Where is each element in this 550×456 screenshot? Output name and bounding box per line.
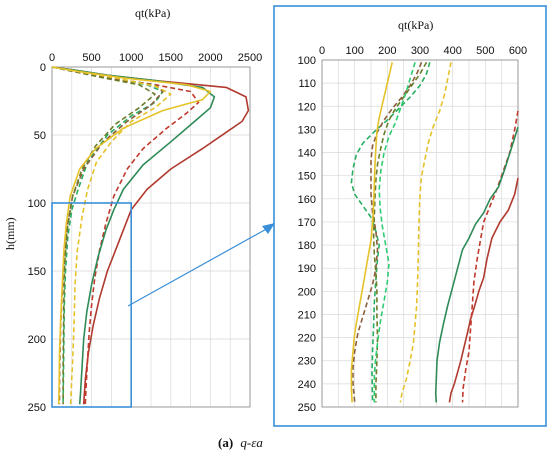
main-x-tick-label: 1500 bbox=[159, 52, 183, 64]
zoom-region-box bbox=[51, 202, 132, 408]
zoom-chart: 0 100 200 300 400 500 600 10011012013014015016… bbox=[273, 5, 547, 427]
main-x-axis-label: qt(kPa) bbox=[135, 6, 170, 20]
zoom-series-line-6 bbox=[372, 61, 428, 403]
main-x-tick-label: 2000 bbox=[198, 52, 222, 64]
zoom-x-tick-label: 200 bbox=[378, 45, 396, 57]
main-series-line-6 bbox=[51, 66, 156, 405]
zoom-plot-frame bbox=[321, 59, 519, 408]
figure-caption: (a) q-εa bbox=[218, 435, 263, 450]
zoom-y-tick-label: 180 bbox=[298, 240, 316, 252]
zoom-series bbox=[350, 61, 519, 403]
zoom-y-tick-label: 140 bbox=[298, 148, 316, 160]
zoom-y-tick-label: 130 bbox=[298, 124, 316, 136]
zoom-series-line-7 bbox=[350, 62, 393, 403]
main-y-tick-label: 200 bbox=[28, 334, 46, 346]
zoom-x-tick-label: 500 bbox=[476, 45, 494, 57]
zoom-y-tick-label: 240 bbox=[298, 379, 316, 391]
zoom-x-tick-label: 600 bbox=[509, 45, 527, 57]
zoom-x-axis-label: qt(kPa) bbox=[398, 18, 433, 32]
zoom-series-line-9 bbox=[373, 62, 416, 403]
zoom-x-tick-label: 300 bbox=[411, 45, 429, 57]
zoom-connector-arrowhead bbox=[262, 223, 275, 234]
main-series-line-7 bbox=[51, 66, 212, 405]
main-y-tick-labels: 0 50 100 150 200 250 bbox=[28, 62, 46, 414]
main-grid bbox=[51, 66, 251, 408]
main-x-tick-label: 0 bbox=[49, 52, 55, 64]
zoom-connector-line bbox=[127, 226, 271, 307]
main-y-tick-label: 250 bbox=[28, 402, 46, 414]
zoom-y-tick-label: 120 bbox=[298, 101, 316, 113]
caption-label: (a) bbox=[218, 435, 233, 450]
main-x-tick-label: 2500 bbox=[238, 52, 262, 64]
zoom-series-line-8 bbox=[399, 62, 452, 403]
zoom-y-tick-label: 100 bbox=[298, 55, 316, 67]
main-series-line-1 bbox=[51, 66, 250, 405]
zoom-y-tick-labels: 100 110 120 130 140 150 160 170 180 190 200 210 220 2… bbox=[298, 55, 316, 414]
zoom-x-tick-label: 0 bbox=[319, 45, 325, 57]
caption-text: q-εa bbox=[240, 435, 263, 450]
main-x-tick-label: 1000 bbox=[119, 52, 143, 64]
zoom-grid bbox=[321, 59, 519, 408]
zoom-panel-border bbox=[273, 5, 547, 427]
zoom-y-tick-label: 220 bbox=[298, 333, 316, 345]
main-y-tick-label: 100 bbox=[28, 198, 46, 210]
zoom-x-tick-label: 400 bbox=[443, 45, 461, 57]
zoom-series-line-3 bbox=[434, 126, 519, 403]
main-y-tick-label: 150 bbox=[28, 266, 46, 278]
zoom-series-line-4 bbox=[350, 62, 431, 403]
main-y-tick-label: 50 bbox=[34, 130, 46, 142]
zoom-y-tick-label: 160 bbox=[298, 194, 316, 206]
main-series-line-8 bbox=[51, 66, 172, 405]
zoom-y-tick-label: 110 bbox=[298, 78, 316, 90]
zoom-y-tick-label: 230 bbox=[298, 356, 316, 368]
main-series bbox=[51, 66, 250, 405]
zoom-x-tick-label: 100 bbox=[345, 45, 363, 57]
main-y-axis-label: h(mm) bbox=[3, 217, 17, 250]
zoom-y-tick-label: 190 bbox=[298, 263, 316, 275]
zoom-y-tick-label: 250 bbox=[298, 402, 316, 414]
zoom-y-tick-label: 150 bbox=[298, 171, 316, 183]
zoom-y-tick-label: 170 bbox=[298, 217, 316, 229]
zoom-y-tick-label: 210 bbox=[298, 309, 316, 321]
zoom-x-tick-labels: 0 100 200 300 400 500 600 bbox=[319, 45, 527, 57]
main-x-tick-labels: 0 500 1000 1500 2000 2500 bbox=[49, 52, 262, 64]
main-chart: 0 500 1000 1500 2000 2500 0 50 100 150 200 250 qt(… bbox=[3, 6, 262, 414]
zoom-series-line-1 bbox=[448, 177, 519, 403]
main-y-tick-label: 0 bbox=[40, 62, 46, 74]
zoom-y-tick-label: 200 bbox=[298, 286, 316, 298]
main-x-tick-label: 500 bbox=[82, 52, 100, 64]
